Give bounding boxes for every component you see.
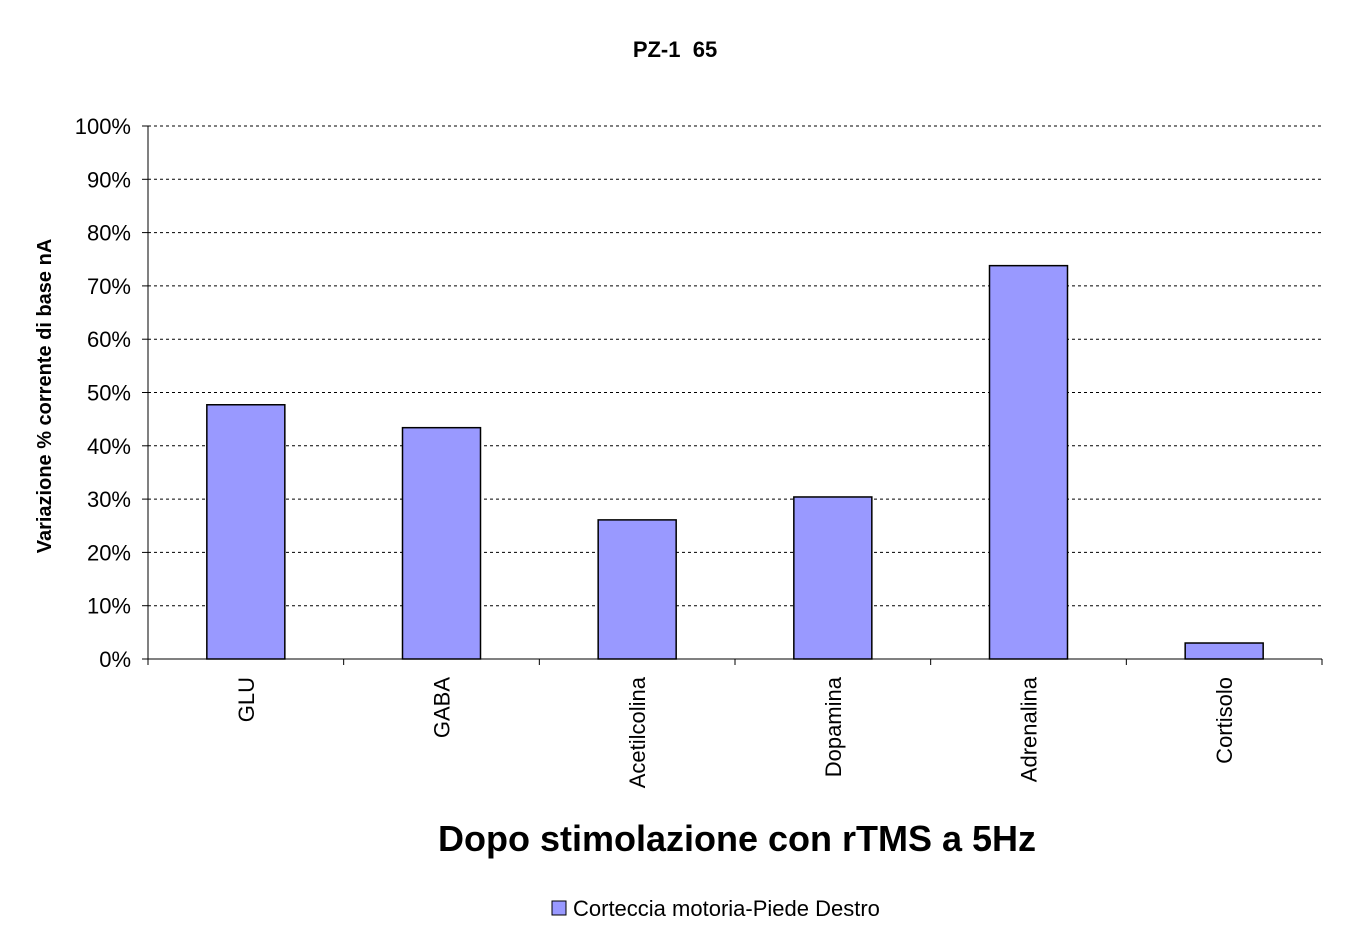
bar-adrenalina [988, 264, 1069, 660]
y-tick-label: 60% [87, 327, 131, 352]
x-tick-label: GLU [234, 677, 259, 722]
legend-swatch [551, 900, 567, 916]
x-tick-label: Acetilcolina [625, 676, 650, 788]
x-tick-label: Cortisolo [1212, 677, 1237, 764]
y-tick-label: 20% [87, 540, 131, 565]
bar-acetilcolina [597, 519, 677, 660]
bar-gaba [401, 426, 482, 660]
chart-title: PZ-1 65 [633, 37, 717, 62]
y-tick-label: 10% [87, 594, 131, 619]
x-tick-label: Adrenalina [1017, 676, 1042, 782]
y-tick-labels: 0% 10% 20% 30% 40% 50% 60% 70% 80% 90% 100% [75, 114, 131, 672]
y-tick-label: 90% [87, 167, 131, 192]
axes [142, 125, 1323, 665]
legend: Corteccia motoria-Piede Destro [551, 896, 880, 921]
y-tick-label: 70% [87, 274, 131, 299]
y-tick-label: 40% [87, 434, 131, 459]
y-tick-label: 50% [87, 381, 131, 406]
y-tick-label: 30% [87, 487, 131, 512]
legend-label: Corteccia motoria-Piede Destro [573, 896, 880, 921]
x-tick-label: Dopamina [821, 676, 846, 777]
y-axis-title: Variazione % corrente di base nA [34, 239, 56, 554]
x-axis-title: Dopo stimolazione con rTMS a 5Hz [438, 818, 1036, 859]
y-tick-label: 0% [99, 647, 131, 672]
gridlines [148, 125, 1322, 607]
bar-glu [206, 404, 286, 660]
x-tick-labels: GLU GABA Acetilcolina Dopamina Adrenalina Cor… [234, 676, 1237, 788]
bar-dopamina [793, 496, 873, 660]
bars [206, 264, 1264, 660]
bar-cortisolo [1184, 642, 1264, 660]
y-tick-label: 80% [87, 221, 131, 246]
y-tick-label: 100% [75, 114, 131, 139]
x-tick-label: GABA [430, 677, 455, 738]
